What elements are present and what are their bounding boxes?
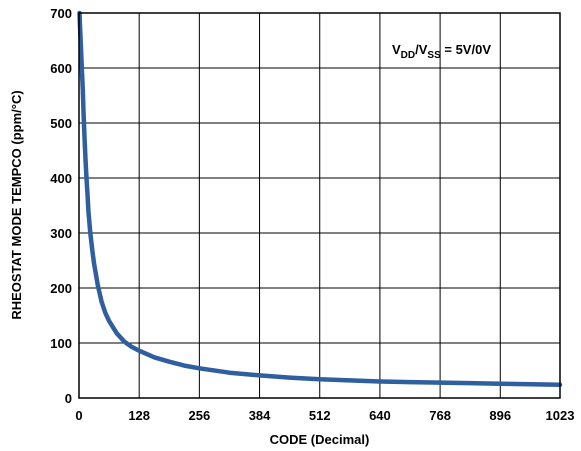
x-tick-label: 896 (489, 408, 511, 423)
y-tick-label: 100 (50, 336, 72, 351)
y-tick-label: 400 (50, 171, 72, 186)
y-tick-label: 0 (65, 391, 72, 406)
annotation-slash: /V (415, 42, 428, 57)
x-tick-label: 256 (189, 408, 211, 423)
annotation-v1: V (392, 42, 401, 57)
plot-frame (78, 12, 561, 399)
x-tick-label: 768 (429, 408, 451, 423)
y-tick-label: 200 (50, 281, 72, 296)
x-axis-label: CODE (Decimal) (270, 432, 370, 447)
y-tick-label: 700 (50, 6, 72, 21)
y-tick-label: 500 (50, 116, 72, 131)
y-tick-label: 600 (50, 61, 72, 76)
x-tick-labels: 0 128 256 384 512 640 768 896 1023 (75, 408, 574, 423)
x-tick-label: 0 (75, 408, 82, 423)
annotation-v2-sub: SS (427, 50, 441, 61)
x-tick-label: 512 (309, 408, 331, 423)
y-tick-label: 300 (50, 226, 72, 241)
series-line (77, 10, 563, 388)
annotation-v1-sub: DD (401, 50, 415, 61)
y-axis-label: RHEOSTAT MODE TEMPCO (ppm/°C) (9, 90, 24, 319)
x-tick-label: 128 (128, 408, 150, 423)
annotation: VDD/VSS = 5V/0V (392, 42, 491, 61)
x-tick-label: 1023 (546, 408, 575, 423)
y-tick-labels: 0 100 200 300 400 500 600 700 (50, 6, 72, 406)
annotation-value: = 5V/0V (441, 42, 492, 57)
x-tick-label: 384 (249, 408, 271, 423)
x-tick-label: 640 (369, 408, 391, 423)
